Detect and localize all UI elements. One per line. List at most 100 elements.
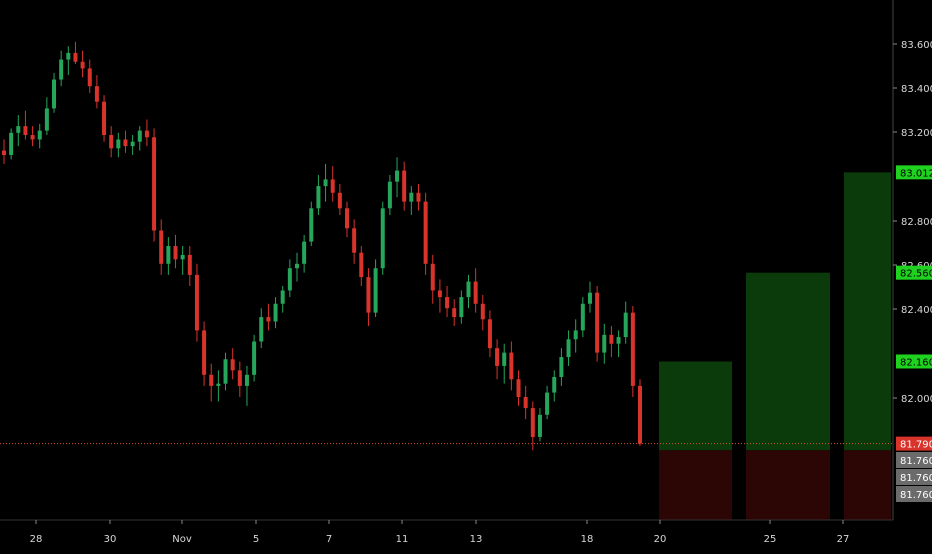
y-tick-label: 82.000 (901, 394, 932, 405)
x-tick-label: 28 (30, 534, 43, 545)
position-target-zone[interactable] (659, 361, 732, 451)
candle-body (573, 330, 578, 340)
x-tick-label: 5 (253, 534, 259, 545)
candle-body (366, 277, 371, 313)
candle-body (37, 130, 42, 140)
current-price-label: 81.790 (900, 440, 932, 451)
candle-body (144, 130, 149, 138)
candle-body (59, 59, 64, 80)
candle-body (409, 192, 414, 202)
candle-body (23, 126, 28, 136)
candle-body (259, 317, 264, 342)
candle-body (209, 374, 214, 386)
candle-body (187, 254, 192, 275)
target-price-label: 83.012 (900, 168, 932, 179)
y-tick-label: 83.400 (901, 84, 932, 95)
stop-price-label: 81.760 (900, 473, 932, 484)
candle-body (380, 208, 385, 269)
candle-body (473, 281, 478, 304)
candle-body (487, 319, 492, 349)
stop-price-label: 81.760 (900, 490, 932, 501)
candle-body (94, 86, 99, 102)
candle-body (287, 268, 292, 291)
candle-body (552, 377, 557, 393)
x-tick-label: 7 (326, 534, 332, 545)
candle-body (337, 192, 342, 209)
candle-body (580, 303, 585, 331)
x-tick-label: 11 (396, 534, 409, 545)
candle-body (216, 383, 221, 386)
candle-body (230, 359, 235, 371)
position-stop-zone[interactable] (659, 450, 732, 520)
candle-body (137, 130, 142, 142)
candle-body (630, 312, 635, 386)
y-tick-label: 82.800 (901, 217, 932, 228)
candle-body (530, 408, 535, 437)
candle-body (180, 254, 185, 260)
candle-body (445, 297, 450, 309)
candle-body (516, 379, 521, 397)
candle-body (280, 290, 285, 304)
candle-body (73, 52, 78, 62)
candle-body (509, 352, 514, 380)
candle-body (9, 132, 14, 156)
candle-body (437, 290, 442, 298)
x-tick-label: 27 (837, 534, 850, 545)
x-tick-label: 25 (764, 534, 777, 545)
candle-body (152, 137, 157, 231)
current-price-tag (896, 436, 932, 451)
candle-body (316, 186, 321, 209)
candle-body (266, 317, 271, 322)
candle-body (330, 179, 335, 193)
candle-body (80, 61, 85, 69)
candle-body (609, 334, 614, 344)
candle-body (159, 230, 164, 264)
target-price-label: 82.560 (900, 269, 932, 280)
candle-body (466, 281, 471, 298)
candle-body (323, 179, 328, 187)
candle-body (30, 135, 35, 140)
position-target-zone[interactable] (844, 172, 891, 451)
x-tick-label: 20 (654, 534, 667, 545)
candle-body (430, 263, 435, 291)
candle-body (616, 337, 621, 344)
candle-body (595, 292, 600, 353)
position-stop-zone[interactable] (844, 450, 891, 520)
candle-body (623, 312, 628, 338)
target-price-tag (896, 165, 932, 180)
position-target-zone[interactable] (746, 272, 830, 451)
candle-body (537, 414, 542, 437)
candle-body (52, 79, 57, 109)
candle-body (237, 370, 242, 386)
candle-body (123, 139, 128, 147)
candle-body (102, 101, 107, 136)
candle-body (44, 108, 49, 131)
candle-body (302, 241, 307, 264)
candle-body (202, 330, 207, 375)
candle-body (459, 297, 464, 318)
candle-body (173, 246, 178, 260)
candle-body (223, 359, 228, 384)
candle-body (495, 348, 500, 366)
candle-body (252, 341, 257, 375)
candle-body (602, 334, 607, 353)
target-price-tag (896, 265, 932, 280)
candle-body (395, 170, 400, 182)
candle-body (16, 126, 21, 133)
candle-body (2, 150, 6, 156)
candle-body (545, 392, 550, 415)
candle-body (587, 292, 592, 304)
candle-body (194, 274, 199, 331)
y-tick-label: 83.600 (901, 40, 932, 51)
candle-body (566, 339, 571, 358)
y-tick-label: 82.400 (901, 305, 932, 316)
candle-body (116, 139, 121, 149)
candle-body (87, 68, 92, 87)
candle-body (559, 357, 564, 378)
stop-price-tag (896, 452, 932, 468)
candle-body (244, 374, 249, 386)
x-tick-label: Nov (172, 534, 192, 545)
position-stop-zone[interactable] (746, 450, 830, 520)
